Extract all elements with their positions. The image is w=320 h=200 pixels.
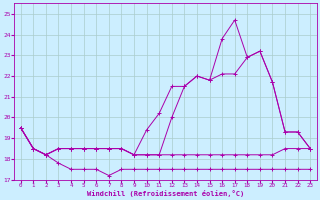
X-axis label: Windchill (Refroidissement éolien,°C): Windchill (Refroidissement éolien,°C) bbox=[87, 190, 244, 197]
